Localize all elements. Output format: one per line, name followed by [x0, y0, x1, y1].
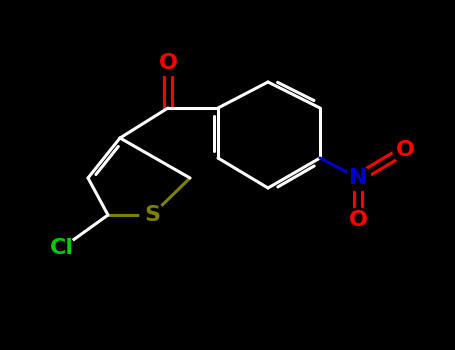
Text: O: O: [395, 140, 415, 160]
Text: Cl: Cl: [50, 238, 74, 258]
Text: O: O: [349, 210, 368, 230]
Text: S: S: [144, 205, 160, 225]
Text: N: N: [349, 168, 367, 188]
Text: O: O: [158, 53, 177, 73]
